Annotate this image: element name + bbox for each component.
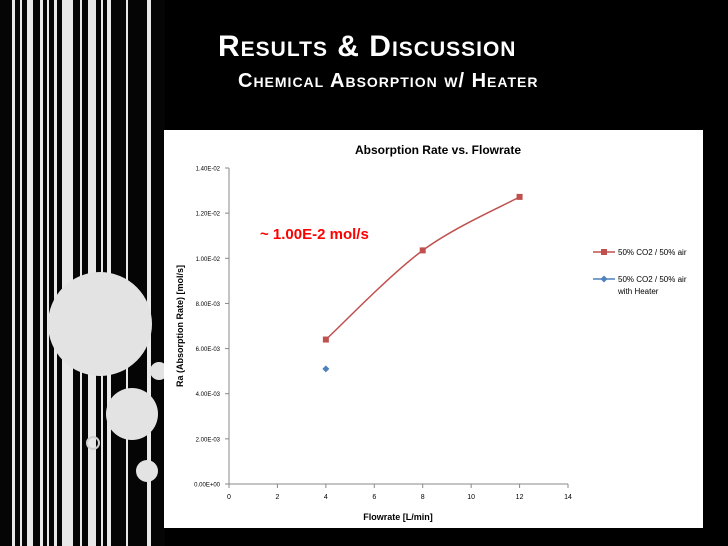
y-tick-label: 2.00E-03: [196, 437, 221, 443]
legend-label-2: 50% CO2 / 50% air with Heater: [617, 275, 687, 296]
y-tick-label: 6.00E-03: [196, 347, 221, 353]
sidebar-stripe: [47, 0, 49, 546]
chart-svg: Absorption Rate vs. Flowrate Ra (Absorpt…: [175, 143, 687, 522]
sidebar-stripe: [54, 0, 57, 546]
y-tick-label: 1.40E-02: [196, 167, 221, 173]
sidebar-stripe: [12, 0, 15, 546]
series-line-1: [325, 196, 520, 341]
x-tick-label: 6: [372, 494, 376, 501]
y-tick-label: 4.00E-03: [196, 392, 221, 398]
sidebar-stripe: [80, 0, 82, 546]
series-marks: [322, 193, 523, 373]
annotation-text: ~ 1.00E-2 mol/s: [260, 226, 369, 243]
data-point-series-2: [322, 365, 330, 373]
data-point-series-1: [322, 336, 329, 343]
legend-marker-2: [600, 275, 608, 283]
sidebar-stripe: [147, 0, 151, 546]
x-tick-label: 14: [564, 494, 572, 501]
chart-title: Absorption Rate vs. Flowrate: [355, 143, 521, 157]
y-axis-label: Ra (Absorption Rate) [mol/s]: [175, 265, 185, 387]
slide-header: Results & Discussion Chemical Absorption…: [218, 30, 538, 93]
chart-panel: Absorption Rate vs. Flowrate Ra (Absorpt…: [164, 130, 703, 528]
data-point-series-1: [419, 247, 426, 254]
x-tick-label: 10: [467, 494, 475, 501]
decorative-circle: [106, 388, 158, 440]
sidebar-stripe: [20, 0, 22, 546]
legend-marker-1: [601, 249, 607, 255]
x-tick-label: 12: [516, 494, 524, 501]
sidebar-stripe: [27, 0, 33, 546]
x-tick-label: 0: [227, 494, 231, 501]
slide-subtitle: Chemical Absorption w/ Heater: [238, 70, 539, 92]
sidebar-stripe: [62, 0, 73, 546]
y-tick-label: 1.20E-02: [196, 212, 221, 218]
sidebar-stripe: [126, 0, 128, 546]
chart-legend: 50% CO2 / 50% air 50% CO2 / 50% air with H…: [593, 248, 687, 296]
data-point-series-1: [516, 193, 523, 200]
decorative-circle: [136, 460, 158, 482]
decorative-ring: [86, 436, 100, 450]
y-tick-label: 0.00E+00: [194, 483, 221, 489]
x-axis-label: Flowrate [L/min]: [363, 512, 433, 522]
y-tick-label: 8.00E-03: [196, 302, 221, 308]
decorative-circle: [48, 272, 152, 376]
legend-label-line: with Heater: [617, 287, 659, 296]
legend-label-line: 50% CO2 / 50% air: [618, 248, 687, 257]
sidebar-stripe: [40, 0, 43, 546]
x-tick-label: 4: [324, 494, 328, 501]
x-tick-label: 8: [421, 494, 425, 501]
x-tick-label: 2: [275, 494, 279, 501]
legend-label-1: 50% CO2 / 50% air: [618, 248, 687, 257]
axis-ticks: 0 2 4 6 8 10 12 14 0.00E+00 2.00E-03 4.00E-03 6.00E…: [194, 167, 572, 502]
y-tick-label: 1.00E-02: [196, 257, 221, 263]
slide-title: Results & Discussion: [218, 30, 517, 63]
decorative-sidebar: [0, 0, 165, 546]
legend-label-line: 50% CO2 / 50% air: [618, 275, 687, 284]
decorative-circle: [150, 362, 165, 380]
